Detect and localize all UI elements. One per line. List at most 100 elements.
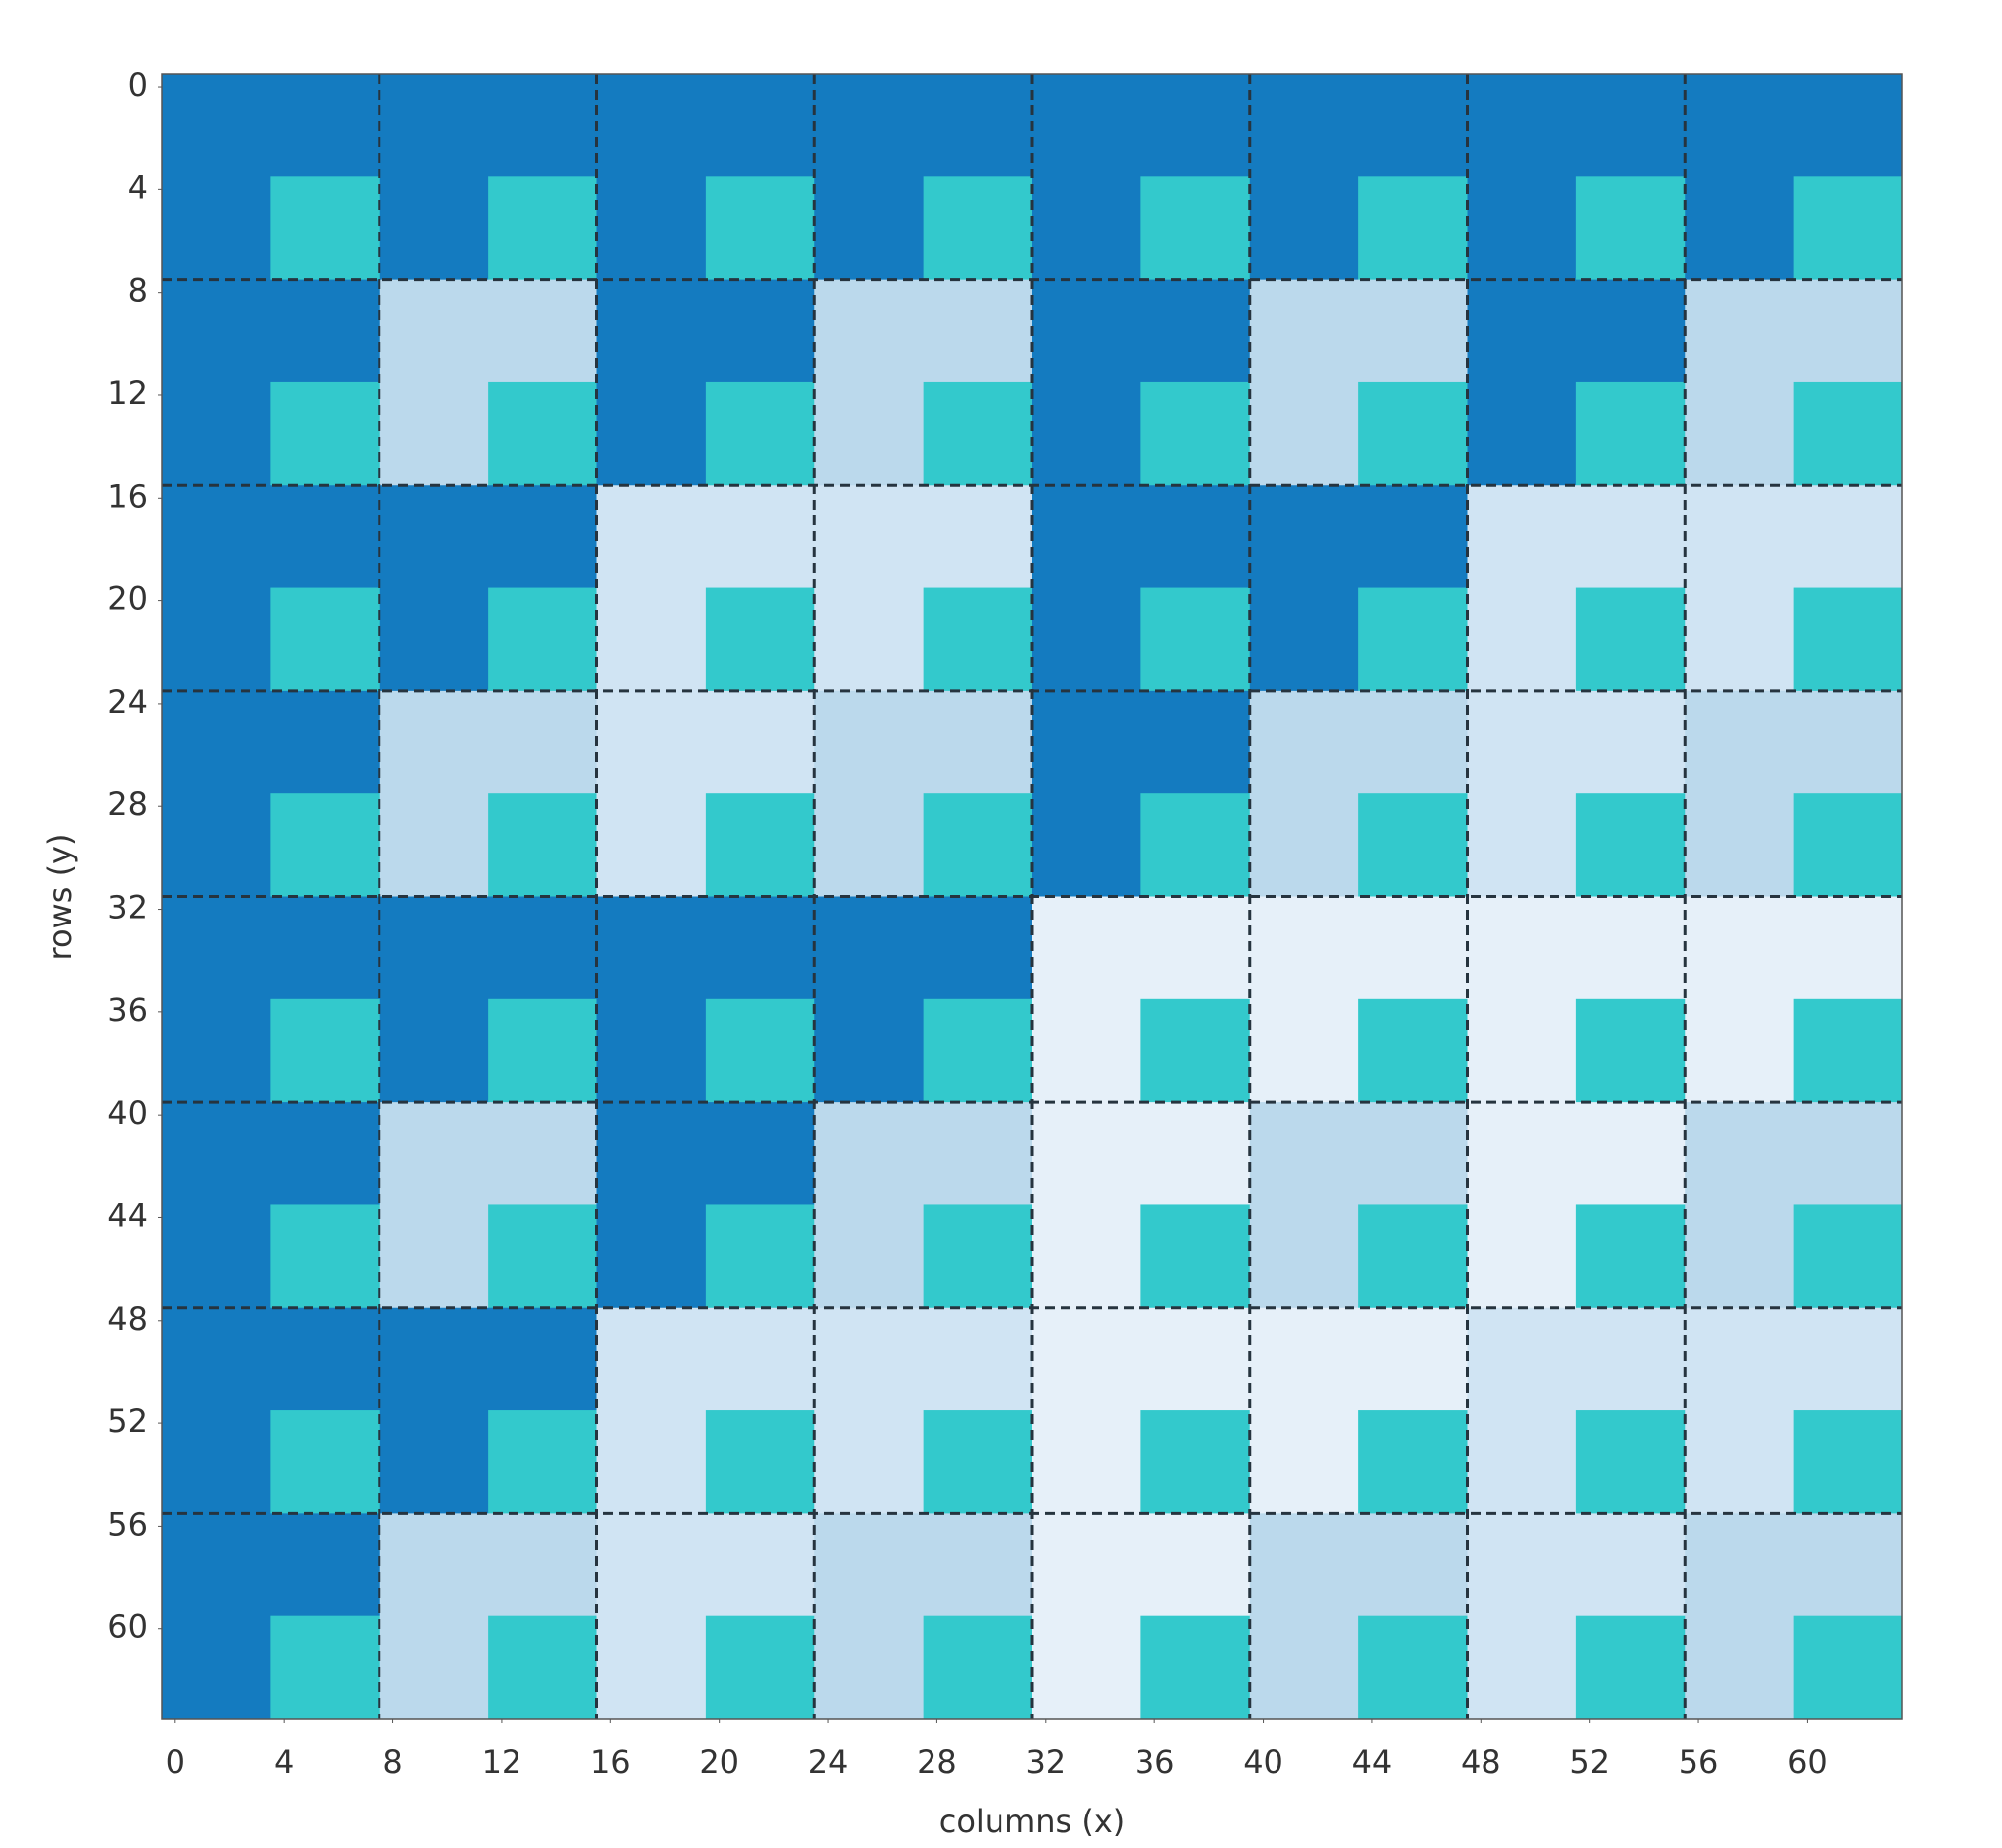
y-tick-label: 4 xyxy=(128,169,148,206)
accent-cell xyxy=(270,1615,380,1720)
accent-cell xyxy=(1140,587,1251,692)
accent-cell xyxy=(488,1615,597,1720)
y-tick-label: 56 xyxy=(107,1505,148,1542)
accent-cell xyxy=(1793,1204,1903,1309)
y-tick-label: 60 xyxy=(107,1608,148,1646)
accent-cell xyxy=(705,1204,815,1309)
accent-cell xyxy=(1575,1410,1686,1514)
y-tick-label: 16 xyxy=(107,477,148,514)
accent-cell xyxy=(1575,381,1686,486)
accent-cell xyxy=(1358,176,1468,281)
y-tick-label: 8 xyxy=(128,272,148,309)
accent-cell xyxy=(270,176,380,281)
accent-cell xyxy=(270,587,380,692)
x-tick-label: 28 xyxy=(917,1744,957,1781)
y-tick-label: 24 xyxy=(107,683,148,720)
accent-cell xyxy=(1140,381,1251,486)
accent-cell xyxy=(705,1615,815,1720)
accent-cell xyxy=(270,1410,380,1514)
accent-cell xyxy=(705,381,815,486)
y-tick-label: 0 xyxy=(128,66,148,103)
accent-cell xyxy=(1140,176,1251,281)
y-tick-label: 48 xyxy=(107,1300,148,1337)
accent-cell xyxy=(1793,793,1903,897)
accent-cell xyxy=(488,998,597,1103)
accent-cell xyxy=(1793,998,1903,1103)
accent-cell xyxy=(1358,998,1468,1103)
accent-cell xyxy=(1358,793,1468,897)
accent-cell xyxy=(1140,1615,1251,1720)
accent-cell xyxy=(1793,1615,1903,1720)
accent-cell xyxy=(1793,587,1903,692)
accent-cell xyxy=(488,793,597,897)
x-tick-label: 56 xyxy=(1679,1744,1719,1781)
y-tick-label: 20 xyxy=(107,581,148,618)
y-tick-label: 12 xyxy=(107,375,148,412)
accent-cell xyxy=(1793,1410,1903,1514)
accent-cell xyxy=(1358,587,1468,692)
x-tick-label: 44 xyxy=(1352,1744,1393,1781)
y-tick-label: 32 xyxy=(107,889,148,926)
x-tick-label: 60 xyxy=(1787,1744,1828,1781)
accent-cell xyxy=(1793,176,1903,281)
x-tick-label: 0 xyxy=(166,1744,185,1781)
accent-cell xyxy=(488,587,597,692)
x-tick-label: 40 xyxy=(1243,1744,1283,1781)
y-tick-label: 36 xyxy=(107,992,148,1029)
y-tick-label: 52 xyxy=(107,1403,148,1440)
accent-cell xyxy=(1575,793,1686,897)
x-tick-label: 52 xyxy=(1569,1744,1610,1781)
x-tick-label: 8 xyxy=(382,1744,402,1781)
accent-cell xyxy=(923,1410,1033,1514)
accent-cell xyxy=(1575,998,1686,1103)
accent-cell xyxy=(1358,1204,1468,1309)
x-tick-label: 48 xyxy=(1461,1744,1501,1781)
accent-cell xyxy=(488,1410,597,1514)
accent-cell xyxy=(923,381,1033,486)
accent-cell xyxy=(705,587,815,692)
x-tick-label: 24 xyxy=(808,1744,849,1781)
accent-cell xyxy=(1358,381,1468,486)
y-axis-label: rows (y) xyxy=(41,834,79,961)
accent-cell xyxy=(705,176,815,281)
accent-cell xyxy=(270,793,380,897)
accent-cell xyxy=(1140,1204,1251,1309)
accent-cell xyxy=(923,176,1033,281)
x-tick-label: 12 xyxy=(482,1744,522,1781)
y-tick-label: 28 xyxy=(107,786,148,823)
accent-cell xyxy=(1575,587,1686,692)
accent-cell xyxy=(488,381,597,486)
accent-cell xyxy=(1358,1410,1468,1514)
accent-cell xyxy=(1793,381,1903,486)
accent-cell xyxy=(705,793,815,897)
y-tick-label: 40 xyxy=(107,1094,148,1131)
accent-cell xyxy=(1140,998,1251,1103)
accent-cell xyxy=(923,1615,1033,1720)
x-tick-label: 16 xyxy=(590,1744,631,1781)
accent-cell xyxy=(488,176,597,281)
accent-cell xyxy=(1575,176,1686,281)
accent-cell xyxy=(270,381,380,486)
accent-cell xyxy=(1575,1204,1686,1309)
x-tick-label: 4 xyxy=(274,1744,294,1781)
accent-cell xyxy=(705,1410,815,1514)
accent-cell xyxy=(1358,1615,1468,1720)
accent-cell xyxy=(923,1204,1033,1309)
accent-cell xyxy=(1140,793,1251,897)
accent-cell xyxy=(270,1204,380,1309)
accent-cell xyxy=(1575,1615,1686,1720)
accent-cell xyxy=(923,587,1033,692)
accent-cell xyxy=(488,1204,597,1309)
x-tick-label: 20 xyxy=(699,1744,739,1781)
accent-cell xyxy=(923,793,1033,897)
plot-frame xyxy=(161,73,1903,1720)
y-tick-label: 44 xyxy=(107,1197,148,1234)
accent-cell xyxy=(1140,1410,1251,1514)
x-tick-label: 32 xyxy=(1025,1744,1066,1781)
x-tick-label: 36 xyxy=(1135,1744,1175,1781)
accent-cell xyxy=(705,998,815,1103)
x-axis-label: columns (x) xyxy=(939,1803,1126,1840)
accent-cell xyxy=(270,998,380,1103)
accent-cell xyxy=(923,998,1033,1103)
